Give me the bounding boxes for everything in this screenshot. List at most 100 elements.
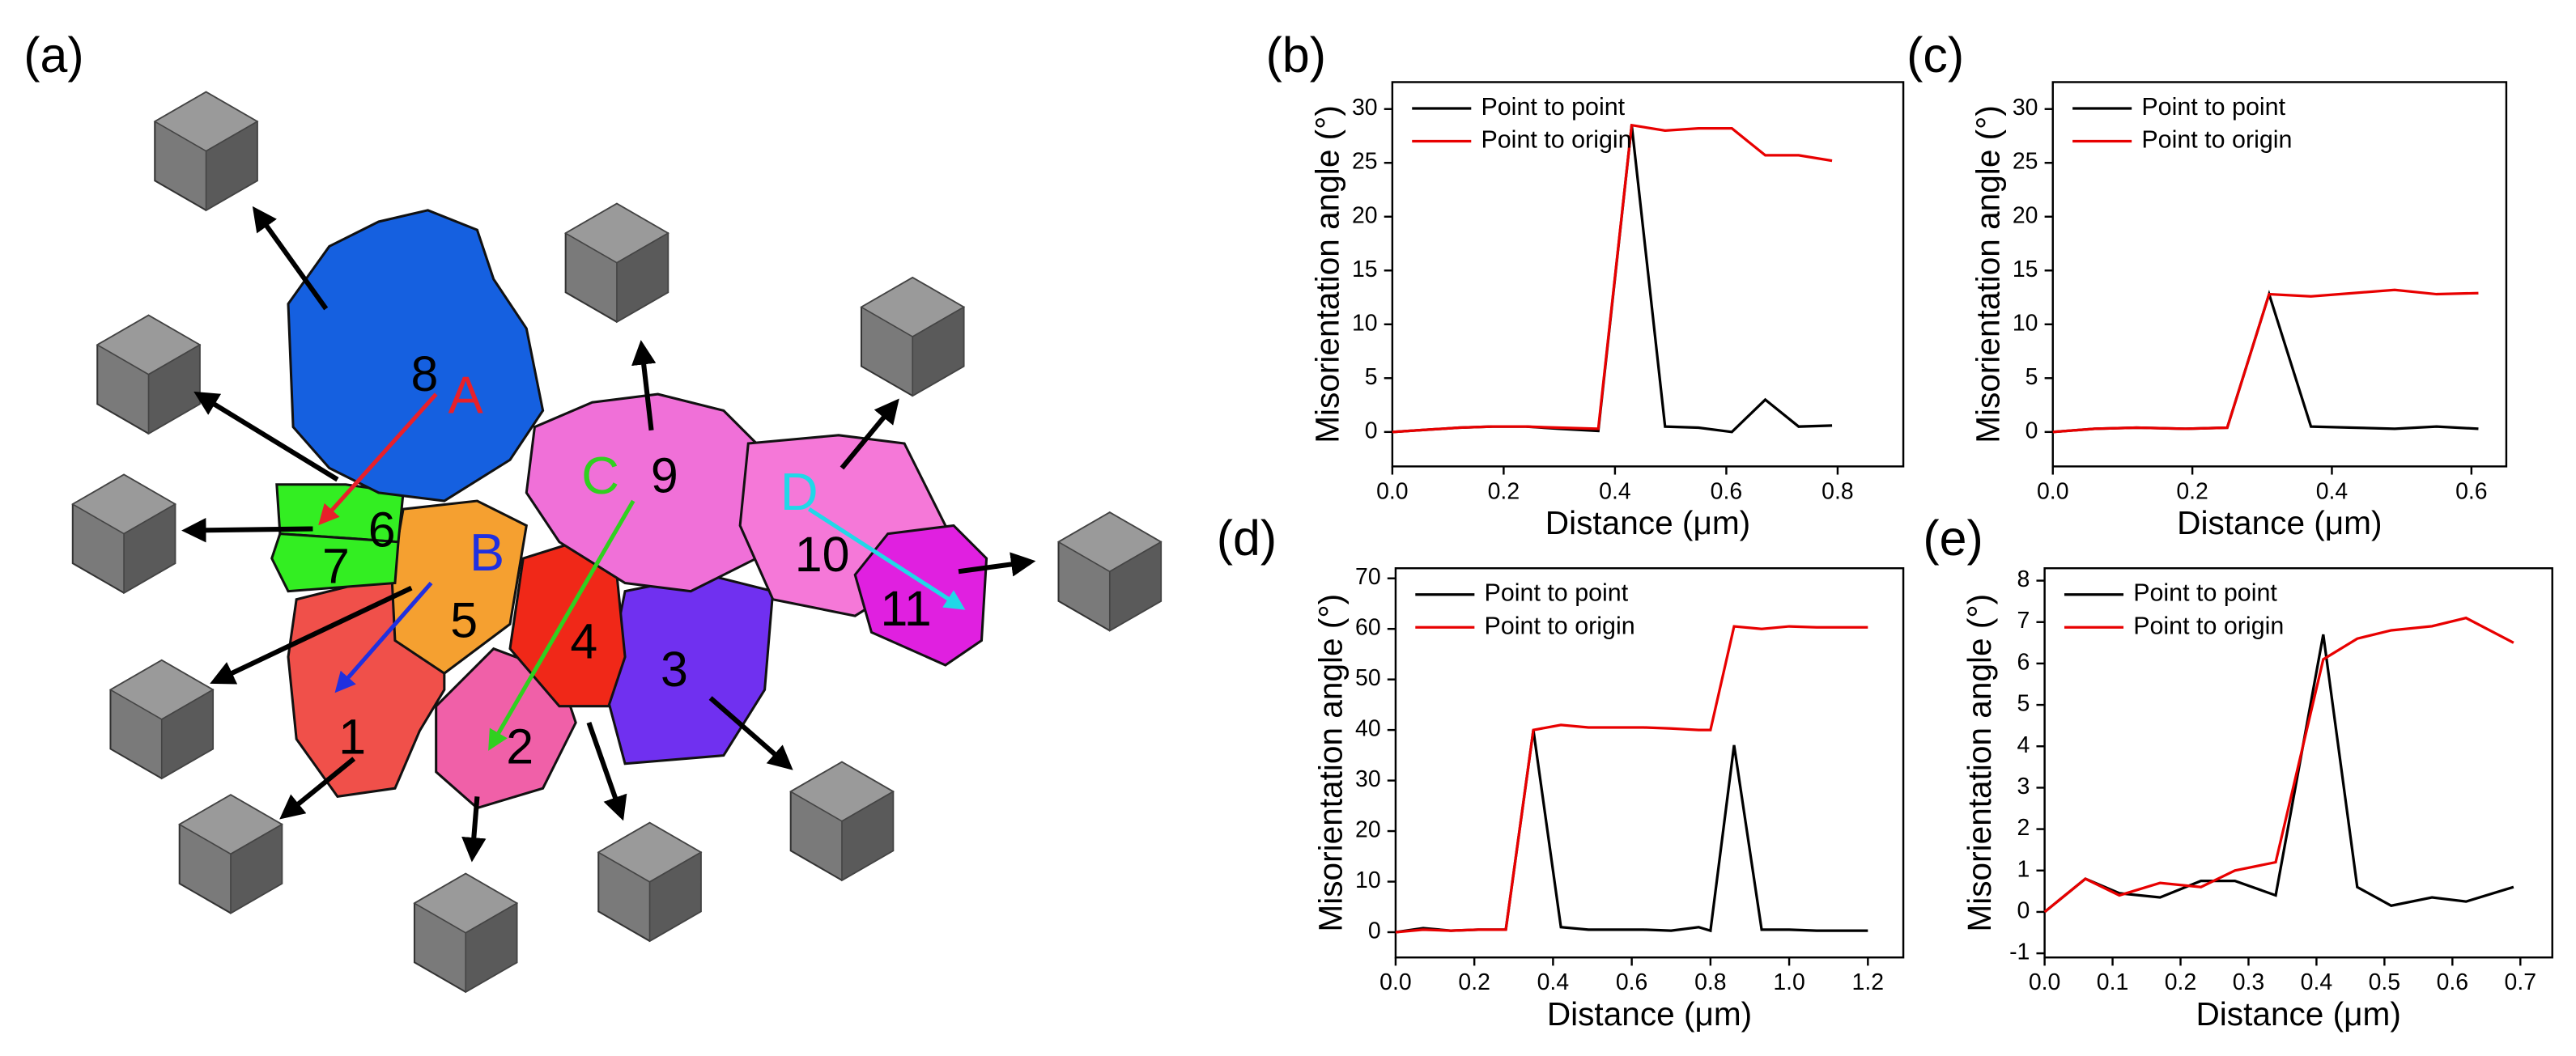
y-tick-label: 15 xyxy=(1352,257,1378,282)
data-line xyxy=(2052,288,2479,434)
x-tick-label: 0.8 xyxy=(1694,969,1727,995)
panel-label: (a) xyxy=(23,28,83,83)
y-tick-label: 6 xyxy=(2017,649,2030,675)
y-tick-label: 8 xyxy=(2017,566,2030,592)
panel-label: (b) xyxy=(1266,28,1326,83)
y-tick-label: 25 xyxy=(1352,149,1378,175)
legend-label: Point to origin xyxy=(2141,126,2292,154)
data-line xyxy=(2043,616,2514,914)
profile-line-label: D xyxy=(780,462,818,521)
profile-line-label: C xyxy=(581,446,619,505)
crystal-face xyxy=(1108,541,1162,632)
orientation-arrow xyxy=(461,796,487,863)
y-tick-label: -1 xyxy=(2009,939,2030,965)
x-tick-label: 0.6 xyxy=(2455,478,2488,504)
y-tick-label: 2 xyxy=(2017,815,2030,841)
plot-frame xyxy=(1391,81,1905,468)
y-axis-title: Misorientation angle (°) xyxy=(1961,594,1998,932)
y-axis-title: Misorientation angle (°) xyxy=(1308,105,1345,443)
orientation-arrow xyxy=(193,391,339,482)
y-tick-label: 20 xyxy=(1355,817,1381,843)
y-tick-label: 30 xyxy=(1352,95,1378,121)
y-tick-label: 50 xyxy=(1355,665,1381,691)
x-tick-label: 0.8 xyxy=(1821,478,1853,504)
crystal-face xyxy=(648,850,702,943)
x-tick-label: 0.4 xyxy=(1537,969,1570,995)
data-line xyxy=(1392,125,1833,434)
y-tick-label: 30 xyxy=(1355,766,1381,792)
grain-label: 7 xyxy=(322,538,350,593)
legend-label: Point to origin xyxy=(1485,612,1635,639)
y-tick-label: 0 xyxy=(1365,418,1378,443)
y-tick-label: 60 xyxy=(1355,615,1381,641)
grain-label: 6 xyxy=(368,503,396,558)
y-tick-label: 70 xyxy=(1355,564,1381,590)
grain-label: 10 xyxy=(795,527,850,582)
y-tick-label: 5 xyxy=(1365,364,1378,390)
y-tick-label: 1 xyxy=(2017,856,2030,882)
panel-label: (c) xyxy=(1906,28,1964,83)
crystal-face xyxy=(912,306,965,397)
legend-label: Point to origin xyxy=(2133,612,2284,639)
x-tick-label: 0.2 xyxy=(2165,969,2196,995)
panel-label: (e) xyxy=(1923,511,1983,566)
x-axis-title: Distance (μm) xyxy=(2196,995,2400,1033)
profile-line-label: B xyxy=(470,523,504,582)
grain-label: 8 xyxy=(411,346,439,401)
grain-label: 3 xyxy=(661,642,688,697)
y-tick-label: 4 xyxy=(2017,732,2030,758)
plot-frame xyxy=(2043,567,2553,959)
x-axis-title: Distance (μm) xyxy=(2177,504,2382,541)
y-tick-label: 25 xyxy=(2013,149,2038,175)
y-axis-title: Misorientation angle (°) xyxy=(1312,594,1350,932)
y-tick-label: 15 xyxy=(2013,257,2038,282)
grain xyxy=(390,499,528,675)
orientation-arrow xyxy=(586,721,627,821)
profile-line xyxy=(334,581,433,693)
profile-line xyxy=(318,392,438,526)
x-axis-title: Distance (μm) xyxy=(1547,995,1752,1033)
grain-label: 11 xyxy=(881,581,932,636)
y-tick-label: 20 xyxy=(1352,202,1378,228)
crystal-face xyxy=(616,231,670,324)
panel-label: (d) xyxy=(1217,511,1277,566)
y-tick-label: 10 xyxy=(1352,310,1378,336)
crystal-face xyxy=(841,790,895,882)
data-line xyxy=(1395,625,1868,934)
y-tick-label: 5 xyxy=(2017,691,2030,717)
legend-label: Point to point xyxy=(2133,579,2277,607)
y-tick-label: 10 xyxy=(2013,310,2038,336)
x-tick-label: 0.2 xyxy=(1488,478,1520,504)
x-tick-label: 0.7 xyxy=(2505,969,2536,995)
x-tick-label: 0.2 xyxy=(2176,478,2208,504)
grain xyxy=(604,573,775,765)
grain xyxy=(270,532,400,593)
data-line xyxy=(2052,290,2479,434)
x-tick-label: 1.2 xyxy=(1852,969,1884,995)
crystal-face xyxy=(123,503,176,595)
orientation-arrow xyxy=(252,206,329,311)
x-tick-label: 0.0 xyxy=(2029,969,2060,995)
orientation-arrow xyxy=(181,518,313,543)
grain-label: 5 xyxy=(450,592,478,647)
x-tick-label: 0.2 xyxy=(1458,969,1490,995)
plot-frame xyxy=(2051,81,2508,468)
data-line xyxy=(1395,729,1868,934)
legend-label: Point to point xyxy=(1485,579,1629,607)
x-tick-label: 0.4 xyxy=(2316,478,2348,504)
y-tick-label: 20 xyxy=(2013,202,2038,228)
grain xyxy=(287,209,545,503)
x-tick-label: 0.4 xyxy=(2301,969,2333,995)
y-tick-label: 0 xyxy=(2026,418,2038,443)
legend-label: Point to origin xyxy=(1481,126,1631,154)
profile-line-label: A xyxy=(448,365,484,424)
x-axis-title: Distance (μm) xyxy=(1545,504,1750,541)
x-tick-label: 0.5 xyxy=(2369,969,2400,995)
legend-label: Point to point xyxy=(1481,93,1625,121)
crystal-face xyxy=(465,901,518,994)
y-tick-label: 0 xyxy=(2017,897,2030,923)
x-tick-label: 0.0 xyxy=(1379,969,1412,995)
x-tick-label: 0.4 xyxy=(1599,478,1631,504)
